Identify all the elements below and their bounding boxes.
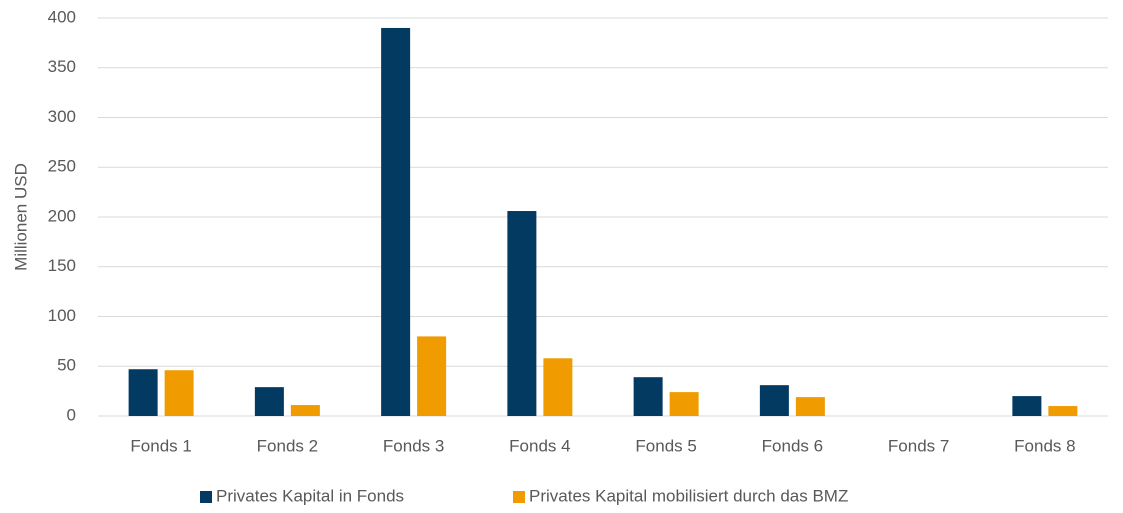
legend-label: Privates Kapital mobilisiert durch das B… [529, 486, 848, 505]
bar [633, 377, 663, 416]
y-tick-label: 350 [48, 57, 76, 76]
y-tick-label: 150 [48, 256, 76, 275]
bar [795, 397, 825, 416]
legend-label: Privates Kapital in Fonds [216, 486, 404, 505]
legend-swatch [513, 491, 525, 503]
bar [381, 27, 411, 416]
x-tick-label: Fonds 6 [762, 436, 823, 455]
bar [543, 358, 573, 416]
bar [1048, 406, 1078, 416]
y-tick-label: 400 [48, 7, 76, 26]
bar [507, 211, 537, 416]
y-tick-label: 300 [48, 107, 76, 126]
bar [417, 336, 447, 416]
y-tick-label: 100 [48, 306, 76, 325]
bar [254, 387, 284, 416]
y-tick-label: 50 [57, 356, 76, 375]
x-tick-label: Fonds 5 [635, 436, 696, 455]
x-tick-label: Fonds 3 [383, 436, 444, 455]
y-tick-label: 250 [48, 157, 76, 176]
x-tick-label: Fonds 1 [130, 436, 191, 455]
bar [290, 405, 320, 416]
legend-swatch [200, 491, 212, 503]
bar [1012, 396, 1042, 416]
bar [164, 370, 194, 416]
y-tick-label: 200 [48, 206, 76, 225]
x-tick-label: Fonds 4 [509, 436, 570, 455]
bar [759, 385, 789, 416]
x-tick-label: Fonds 7 [888, 436, 949, 455]
bar [128, 369, 158, 416]
y-axis-label: Millionen USD [11, 163, 30, 271]
bar [669, 392, 699, 416]
x-tick-label: Fonds 8 [1014, 436, 1075, 455]
y-tick-label: 0 [67, 405, 76, 424]
x-tick-label: Fonds 2 [257, 436, 318, 455]
